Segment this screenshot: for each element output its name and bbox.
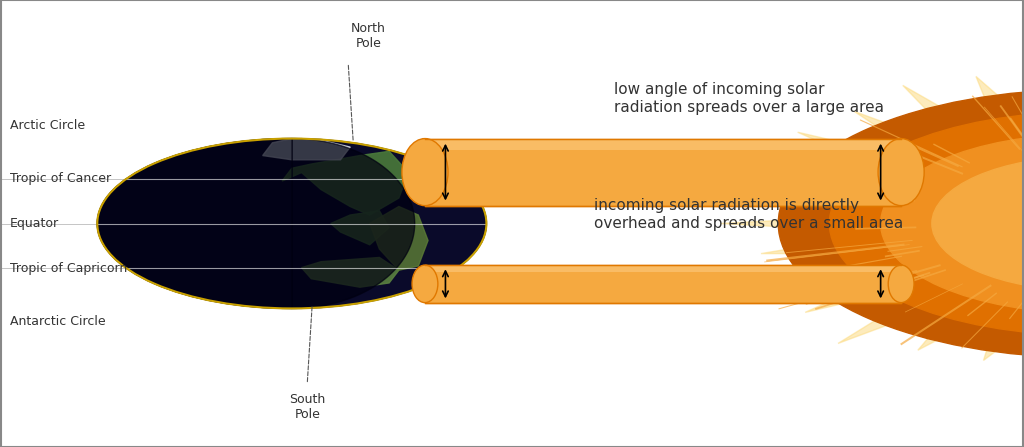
Polygon shape — [301, 257, 398, 287]
Text: Arctic Circle: Arctic Circle — [10, 118, 85, 132]
Ellipse shape — [888, 265, 914, 303]
Ellipse shape — [412, 265, 438, 303]
Circle shape — [881, 134, 1024, 313]
Ellipse shape — [879, 139, 924, 206]
Polygon shape — [262, 139, 350, 160]
Text: Tropic of Cancer: Tropic of Cancer — [10, 172, 112, 186]
Text: Antarctic Circle: Antarctic Circle — [10, 315, 105, 329]
Text: incoming solar radiation is directly
overhead and spreads over a small area: incoming solar radiation is directly ove… — [594, 198, 903, 231]
FancyBboxPatch shape — [425, 265, 901, 272]
Polygon shape — [282, 151, 409, 215]
Text: North
Pole: North Pole — [351, 22, 386, 50]
Polygon shape — [331, 211, 389, 245]
Circle shape — [778, 89, 1024, 358]
FancyBboxPatch shape — [425, 139, 901, 150]
Circle shape — [829, 112, 1024, 335]
Circle shape — [97, 139, 486, 308]
Polygon shape — [721, 66, 1024, 374]
Circle shape — [932, 156, 1024, 291]
Ellipse shape — [401, 139, 449, 206]
Text: South
Pole: South Pole — [289, 393, 326, 421]
Text: Equator: Equator — [10, 217, 59, 230]
FancyBboxPatch shape — [425, 265, 901, 303]
FancyBboxPatch shape — [425, 139, 901, 206]
Text: Tropic of Capricorn: Tropic of Capricorn — [10, 261, 128, 275]
Polygon shape — [370, 207, 428, 270]
Polygon shape — [97, 139, 415, 308]
Text: low angle of incoming solar
radiation spreads over a large area: low angle of incoming solar radiation sp… — [614, 82, 885, 114]
